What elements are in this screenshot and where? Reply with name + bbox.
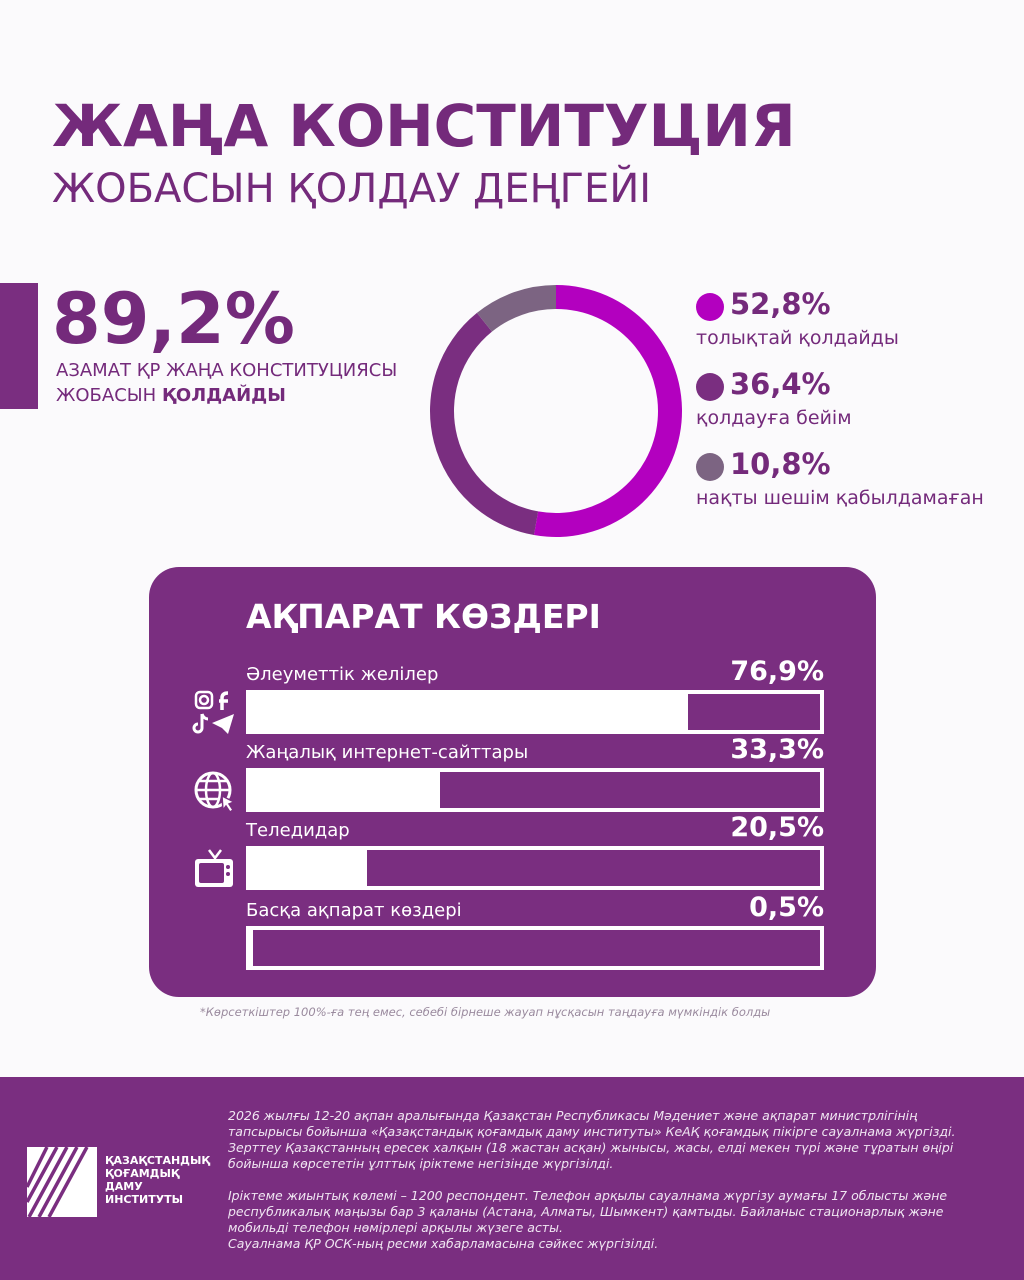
globe-cursor-icon <box>194 771 236 814</box>
bar-label: Жаңалық интернет-сайттары <box>246 742 529 763</box>
logo-text-line: ИНСТИТУТЫ <box>105 1193 184 1206</box>
legend-label: толықтай қолдайды <box>696 327 899 349</box>
headline-line-1: АЗАМАТ ҚР ЖАҢА КОНСТИТУЦИЯСЫ <box>56 360 398 381</box>
legend-value: 36,4% <box>730 367 831 401</box>
headline-value: 89,2% <box>52 278 295 360</box>
logo-text-line: ҚАЗАҚСТАНДЫҚ <box>105 1154 210 1167</box>
methodology-paragraph-3: Сауалнама ҚР ОСК-ның ресми хабарламасына… <box>228 1236 659 1251</box>
institute-name: ҚАЗАҚСТАНДЫҚ ҚОҒАМДЫҚ ДАМУ ИНСТИТУТЫ <box>105 1154 210 1206</box>
bar-value-label: 0,5% <box>749 892 824 923</box>
legend-dot <box>696 293 724 321</box>
bar-fill <box>250 850 367 886</box>
donut-chart <box>430 285 682 537</box>
footnote: *Көрсеткіштер 100%-ға тең емес, себебі б… <box>200 1005 771 1019</box>
logo-text-line: ДАМУ <box>105 1180 143 1193</box>
bar-label: Әлеуметтік желілер <box>246 664 439 685</box>
bar-value-label: 76,9% <box>730 656 824 687</box>
institute-logo-icon <box>27 1147 97 1217</box>
logo-text-line: ҚОҒАМДЫҚ <box>105 1167 180 1180</box>
accent-bar <box>0 283 38 409</box>
bar-track <box>246 690 824 734</box>
bar-track <box>246 768 824 812</box>
bar-fill <box>250 772 440 808</box>
methodology-text: 2026 жылғы 12-20 ақпан аралығында Қазақс… <box>228 1108 988 1252</box>
bar-value-label: 33,3% <box>730 734 824 765</box>
legend-label: нақты шешім қабылдамаған <box>696 487 984 509</box>
legend-label: қолдауға бейім <box>696 407 852 429</box>
title-line-1: ЖАҢА КОНСТИТУЦИЯ <box>52 92 796 160</box>
headline-text: АЗАМАТ ҚР ЖАҢА КОНСТИТУЦИЯСЫ ЖОБАСЫН ҚОЛ… <box>56 358 397 408</box>
info-sources-title: АҚПАРАТ КӨЗДЕРІ <box>246 597 601 636</box>
bar-label: Теледидар <box>246 820 350 841</box>
bar-value-label: 20,5% <box>730 812 824 843</box>
methodology-paragraph-1: 2026 жылғы 12-20 ақпан аралығында Қазақс… <box>228 1108 956 1171</box>
donut-slice-1 <box>430 312 539 536</box>
headline-bold: ҚОЛДАЙДЫ <box>161 385 286 406</box>
donut-slice-2 <box>476 285 556 332</box>
legend-dot <box>696 453 724 481</box>
legend-value: 10,8% <box>730 447 831 481</box>
bar-label: Басқа ақпарат көздері <box>246 900 462 921</box>
bar-track <box>246 926 824 970</box>
social-media-icons <box>192 690 234 734</box>
bar-fill <box>250 694 689 730</box>
title-line-2: ЖОБАСЫН ҚОЛДАУ ДЕҢГЕЙІ <box>52 166 652 212</box>
methodology-paragraph-2: Іріктеме жиынтық көлемі – 1200 респонден… <box>228 1188 948 1235</box>
tv-icon <box>195 849 233 887</box>
donut-slice-0 <box>533 285 682 537</box>
bar-fill <box>250 930 253 966</box>
footer <box>0 1077 1024 1280</box>
legend-value: 52,8% <box>730 287 831 321</box>
headline-line-2: ЖОБАСЫН <box>56 385 157 406</box>
bar-track <box>246 846 824 890</box>
legend-dot <box>696 373 724 401</box>
